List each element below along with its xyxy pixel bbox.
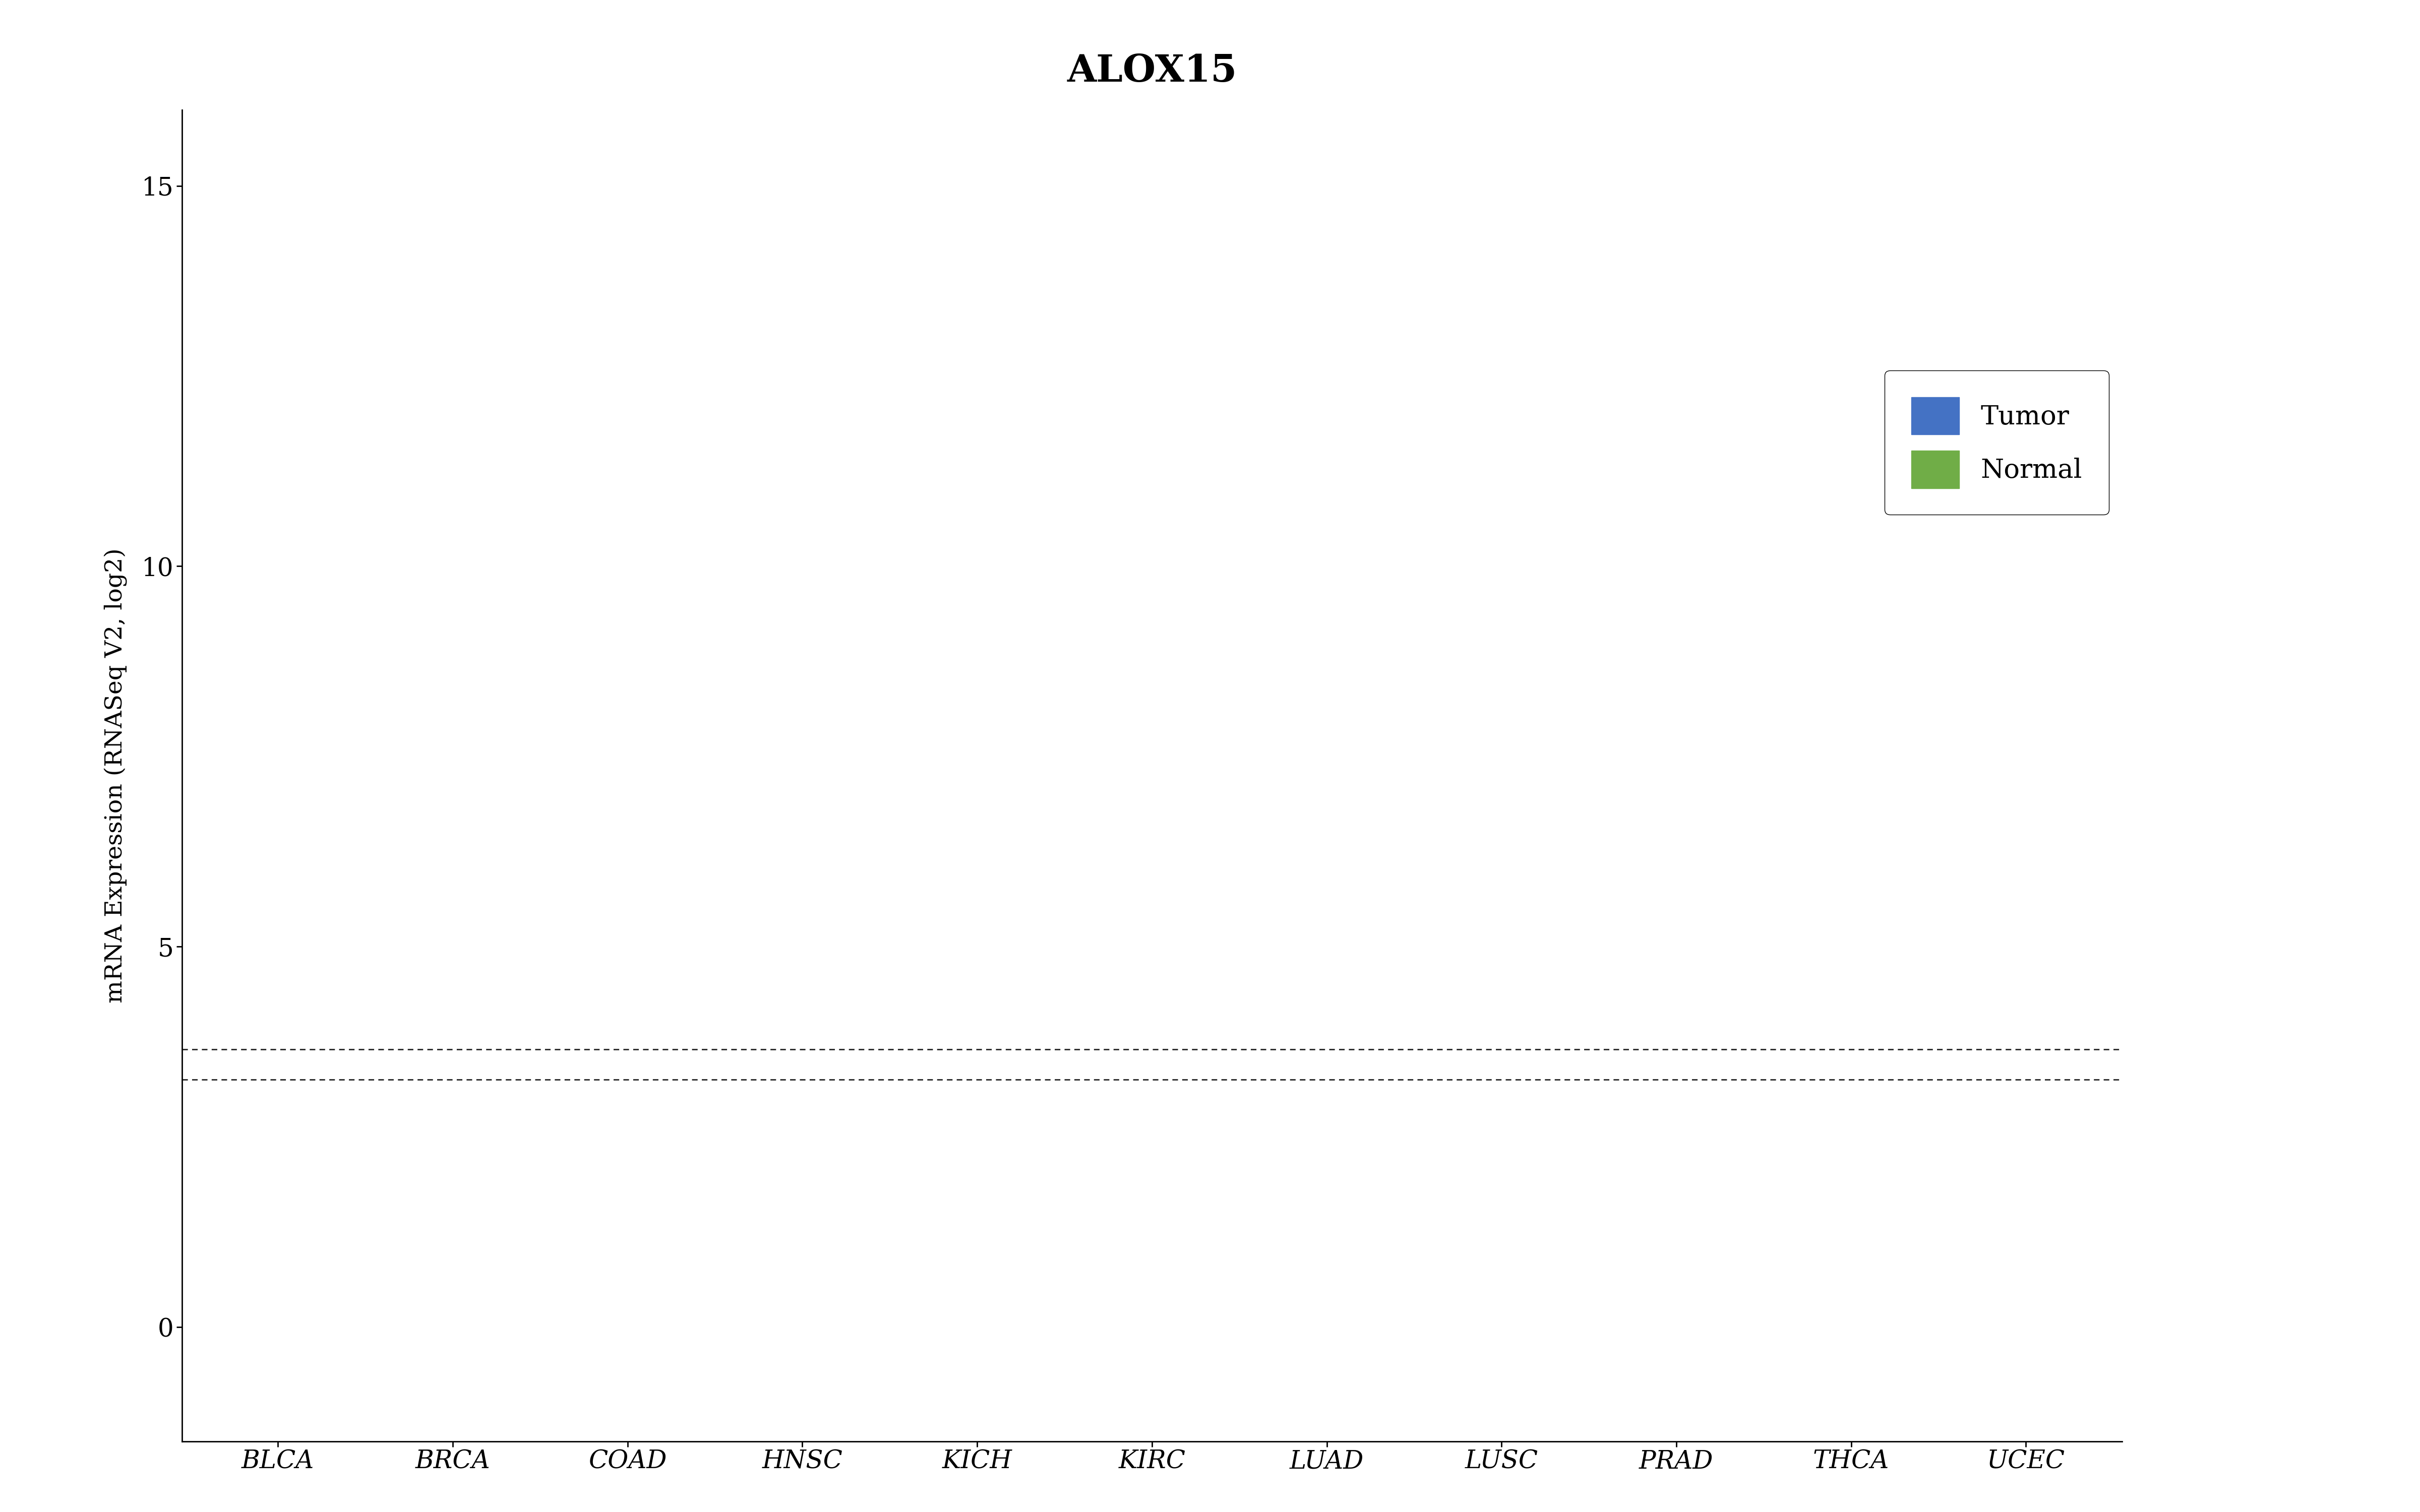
Title: ALOX15: ALOX15 (1067, 53, 1237, 89)
Legend: Tumor, Normal: Tumor, Normal (1885, 370, 2108, 514)
Y-axis label: mRNA Expression (RNASeq V2, log2): mRNA Expression (RNASeq V2, log2) (104, 547, 128, 1002)
